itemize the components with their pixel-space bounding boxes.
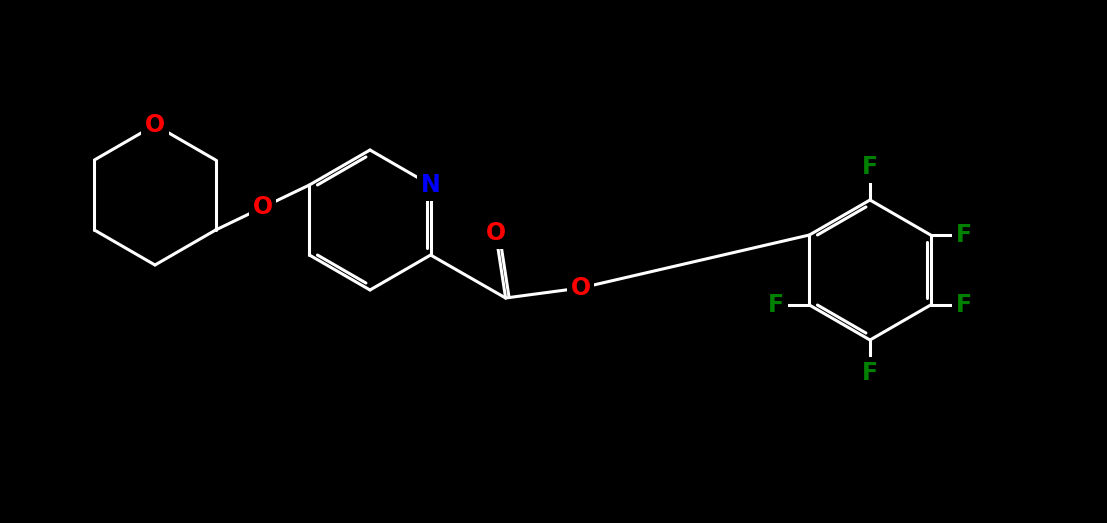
Text: F: F [768, 293, 785, 317]
Text: N: N [421, 173, 441, 197]
Text: O: O [486, 221, 506, 245]
Text: O: O [145, 113, 165, 137]
Text: F: F [862, 155, 878, 179]
Text: F: F [955, 223, 972, 247]
Text: F: F [955, 293, 972, 317]
Text: F: F [862, 361, 878, 385]
Text: O: O [570, 276, 591, 300]
Text: O: O [252, 196, 272, 220]
